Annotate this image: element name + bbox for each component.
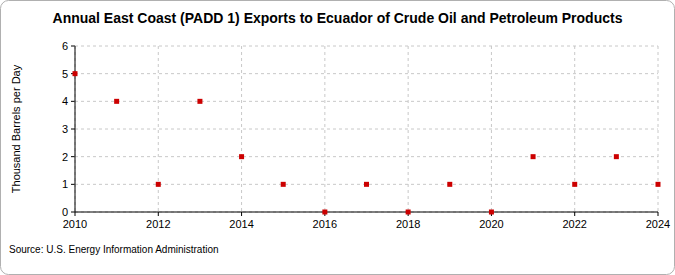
point	[531, 154, 536, 159]
point	[447, 182, 452, 187]
y-tick-label: 6	[62, 40, 68, 52]
y-tick-label: 5	[62, 68, 68, 80]
point	[73, 71, 78, 76]
tick-mark	[71, 156, 75, 157]
point	[114, 99, 119, 104]
grid-line	[241, 46, 242, 212]
point	[239, 154, 244, 159]
grid-line	[75, 212, 658, 213]
point	[572, 182, 577, 187]
point	[197, 99, 202, 104]
grid-line	[408, 46, 409, 212]
tick-mark	[71, 101, 75, 102]
chart-svg: Annual East Coast (PADD 1) Exports to Ec…	[0, 0, 675, 275]
point	[656, 182, 661, 187]
x-tick-label: 2010	[63, 218, 87, 230]
point	[322, 210, 327, 215]
point	[156, 182, 161, 187]
point	[406, 210, 411, 215]
source: Source: U.S. Energy Information Administ…	[9, 244, 219, 255]
point	[614, 154, 619, 159]
marks	[73, 71, 661, 214]
y-axis	[75, 46, 76, 212]
y-tick-label: 1	[62, 178, 68, 190]
grid-line	[75, 101, 658, 102]
background	[1, 1, 675, 275]
y-tick-label: 4	[62, 95, 68, 107]
tick-mark	[71, 129, 75, 130]
tick-mark	[71, 46, 75, 47]
title: Annual East Coast (PADD 1) Exports to Ec…	[53, 10, 623, 26]
x-tick-label: 2014	[229, 218, 253, 230]
grid-line	[75, 46, 658, 47]
chart-container: Annual East Coast (PADD 1) Exports to Ec…	[0, 0, 675, 275]
x-tick-label: 2022	[562, 218, 586, 230]
point	[364, 182, 369, 187]
x-tick-label: 2020	[479, 218, 503, 230]
x-axis	[75, 212, 658, 213]
tick-mark	[241, 212, 242, 216]
grid-line	[75, 129, 658, 130]
grid-line	[658, 46, 659, 212]
y-tick-label: 3	[62, 123, 68, 135]
point	[489, 210, 494, 215]
grid-line	[324, 46, 325, 212]
grid-line	[158, 46, 159, 212]
grid-line	[75, 156, 658, 157]
x-tick-label: 2024	[646, 218, 670, 230]
grid-line	[574, 46, 575, 212]
grid-line	[75, 73, 658, 74]
tick-mark	[658, 212, 659, 216]
tick-mark	[75, 212, 76, 216]
x-tick-label: 2018	[396, 218, 420, 230]
y-tick-label: 2	[62, 151, 68, 163]
y-axis-label: Thousand Barrels per Day	[10, 64, 22, 193]
tick-mark	[71, 184, 75, 185]
x-tick-label: 2016	[313, 218, 337, 230]
point	[281, 182, 286, 187]
grid-line	[491, 46, 492, 212]
tick-mark	[158, 212, 159, 216]
x-tick-label: 2012	[146, 218, 170, 230]
grid-line	[75, 46, 76, 212]
y-tick-label: 0	[62, 206, 68, 218]
tick-mark	[574, 212, 575, 216]
tick-mark	[71, 212, 75, 213]
